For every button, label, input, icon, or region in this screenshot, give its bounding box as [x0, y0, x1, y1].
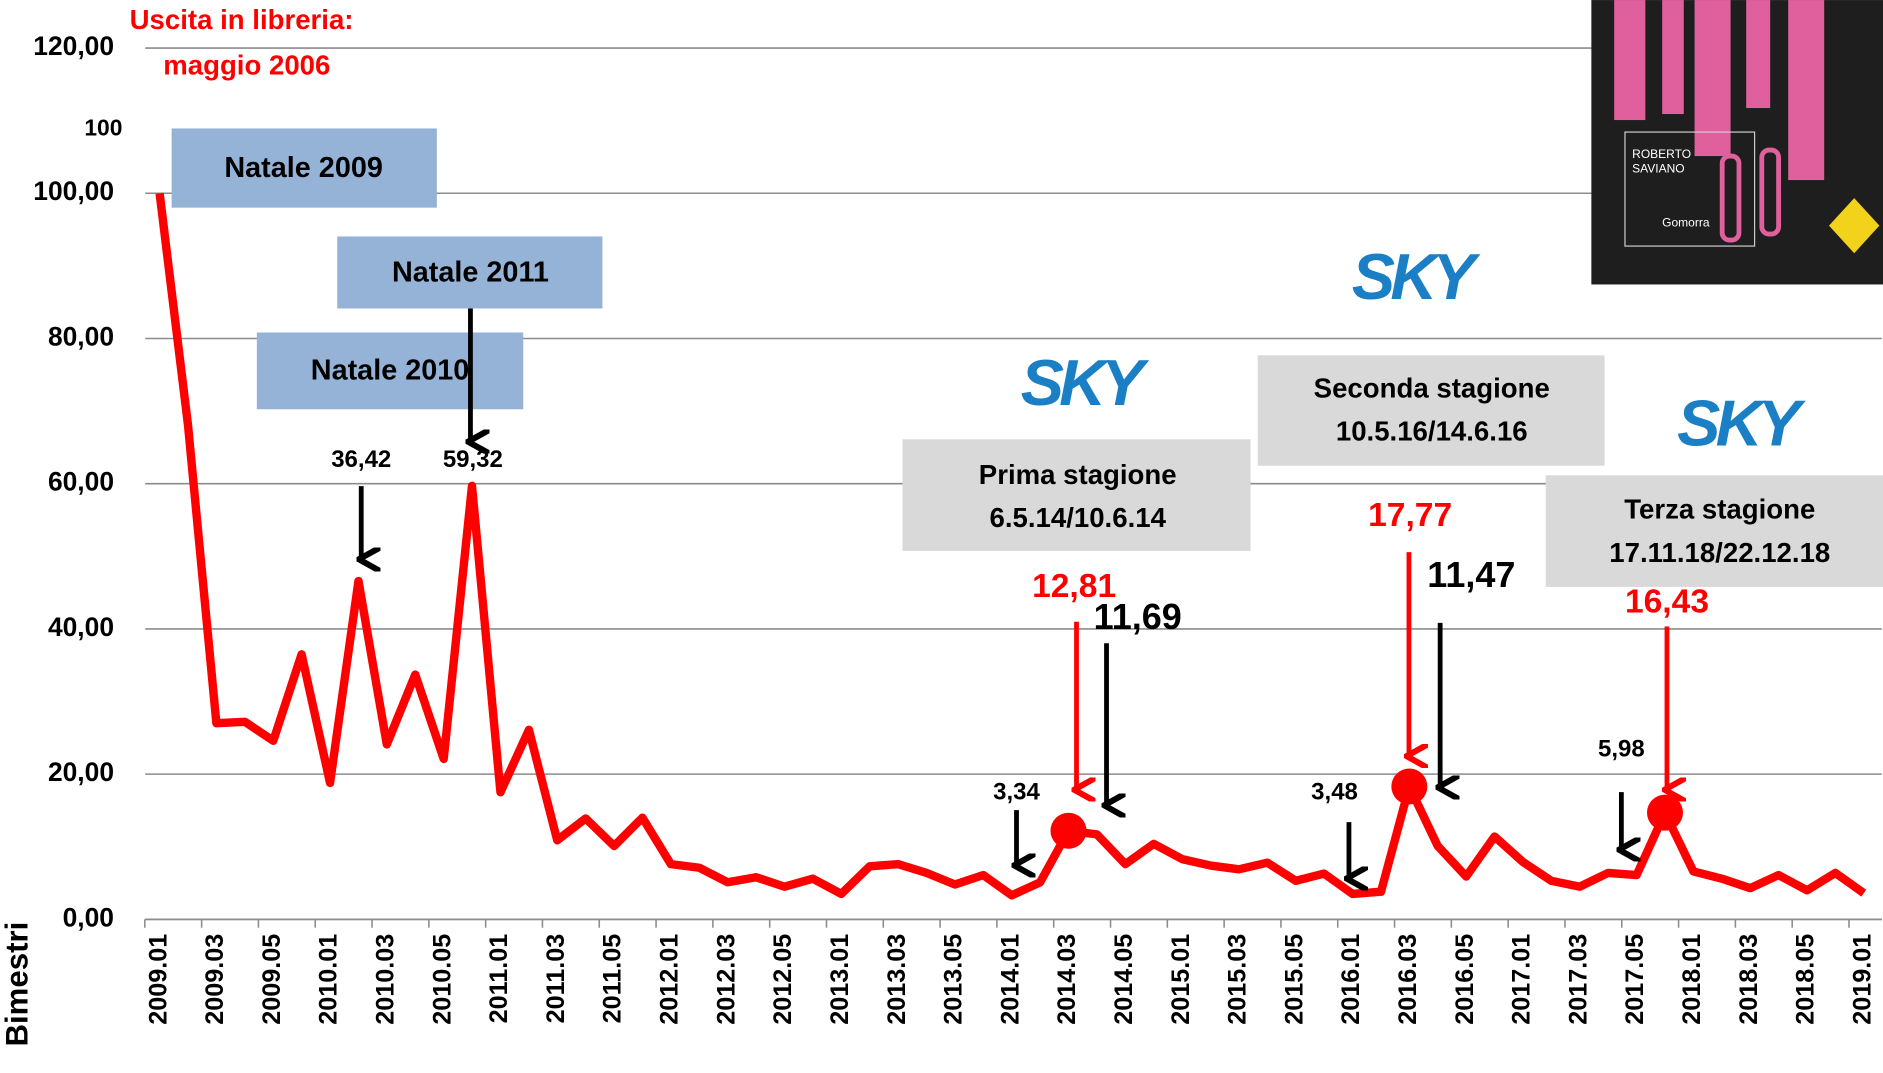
- x-tick-label: 2014.01: [996, 934, 1024, 1025]
- annotation: 36,42: [331, 446, 391, 473]
- x-tick-label: 2010.01: [315, 934, 343, 1025]
- logo: SKY: [1021, 346, 1150, 419]
- annotation-box: [902, 439, 1251, 551]
- annotation: 16,43: [1625, 584, 1709, 621]
- highlight-point: [1391, 768, 1428, 805]
- x-tick-label: 2018.05: [1792, 934, 1820, 1025]
- annotation-box: [1257, 355, 1605, 466]
- plot: [155, 192, 1867, 900]
- x-tick-label: 2012.03: [712, 934, 740, 1025]
- annotation: 10.5.16/14.6.16: [1336, 416, 1528, 447]
- annotation: 3,34: [993, 779, 1040, 806]
- annotation: Prima stagione: [979, 459, 1177, 490]
- x-tick-label: 2013.03: [883, 934, 911, 1025]
- book-cover: ROBERTO SAVIANO Gomorra: [1591, 0, 1883, 285]
- annotation: 59,32: [443, 446, 503, 473]
- annotation: Seconda stagione: [1314, 372, 1550, 403]
- annotation: 17,77: [1368, 497, 1452, 534]
- x-tick-label: 2017.01: [1508, 934, 1536, 1025]
- x-tick-label: 2014.03: [1053, 934, 1081, 1025]
- annotation: Uscita in libreria:: [130, 4, 354, 35]
- x-tick-label: 2017.05: [1621, 934, 1649, 1025]
- y-tick-label: 120,00: [33, 31, 114, 61]
- book-text: ROBERTO: [1632, 147, 1691, 161]
- line: [155, 192, 1867, 900]
- annotation-box: [337, 236, 603, 309]
- y-tick-label: 100,00: [33, 176, 114, 206]
- highlight-point: [1050, 812, 1087, 849]
- x-tick-label: 2017.03: [1564, 934, 1592, 1025]
- x-tick-label: 2009.03: [201, 934, 229, 1025]
- arrows: [361, 308, 1667, 878]
- annotation: 3,48: [1311, 779, 1358, 806]
- x-tick-label: 2009.05: [258, 934, 286, 1025]
- x-tick-label: 2014.05: [1110, 934, 1138, 1025]
- annotation: Natale 2009: [224, 152, 383, 184]
- x-tick-label: 2018.03: [1735, 934, 1763, 1025]
- y-tick-label: 80,00: [48, 321, 114, 351]
- x-tick-label: 2016.01: [1337, 934, 1365, 1025]
- annotation-box: [256, 332, 524, 410]
- logo: SKY: [1352, 240, 1481, 313]
- annotation: 17.11.18/22.12.18: [1609, 537, 1830, 568]
- highlight-point: [1646, 794, 1683, 831]
- x-axis-label: Bimestri: [0, 922, 34, 1047]
- grid: 0,00 20,00 40,00 60,00 80,00 100,00 120,00 2009…: [33, 31, 1882, 1025]
- annotation: Natale 2010: [311, 355, 470, 387]
- annotation-box: [171, 128, 437, 208]
- x-tick-label: 2012.05: [769, 934, 797, 1025]
- x-tick-label: 2015.01: [1167, 934, 1195, 1025]
- book-text: Gomorra: [1662, 215, 1710, 229]
- x-tick-label: 2018.01: [1678, 934, 1706, 1025]
- x-tick-label: 2015.05: [1280, 934, 1308, 1025]
- annotation: 100: [84, 115, 122, 141]
- annotation: Terza stagione: [1624, 494, 1815, 525]
- logo: SKY: [1677, 387, 1806, 460]
- x-tick-label: 2009.01: [144, 934, 172, 1025]
- y-tick-label: 0,00: [63, 902, 114, 932]
- annotation-box: [1545, 475, 1883, 587]
- annotation: 12,81: [1032, 568, 1116, 605]
- annotation: 5,98: [1598, 735, 1645, 762]
- x-tick-label: 2011.05: [599, 934, 627, 1024]
- x-tick-label: 2011.03: [542, 934, 570, 1024]
- annotation: maggio 2006: [163, 50, 330, 81]
- x-tick-label: 2015.03: [1224, 934, 1252, 1025]
- annotation: Natale 2011: [392, 256, 549, 288]
- y-tick-label: 60,00: [48, 467, 114, 497]
- book-text: SAVIANO: [1632, 161, 1684, 175]
- x-tick-label: 2010.03: [371, 934, 399, 1025]
- x-tick-label: 2010.05: [428, 934, 456, 1025]
- x-tick-label: 2019.01: [1848, 934, 1876, 1025]
- y-tick-label: 40,00: [48, 612, 114, 642]
- x-tick-label: 2013.01: [826, 934, 854, 1025]
- x-tick-label: 2016.05: [1451, 934, 1479, 1025]
- x-tick-label: 2016.03: [1394, 934, 1422, 1025]
- annotation: 11,47: [1427, 554, 1515, 595]
- annotation: 11,69: [1094, 596, 1182, 637]
- x-tick-label: 2011.01: [485, 934, 513, 1024]
- annotation: 6.5.14/10.6.14: [989, 502, 1166, 533]
- x-tick-label: 2012.01: [656, 934, 684, 1025]
- x-tick-label: 2013.05: [940, 934, 968, 1025]
- y-tick-label: 20,00: [48, 757, 114, 787]
